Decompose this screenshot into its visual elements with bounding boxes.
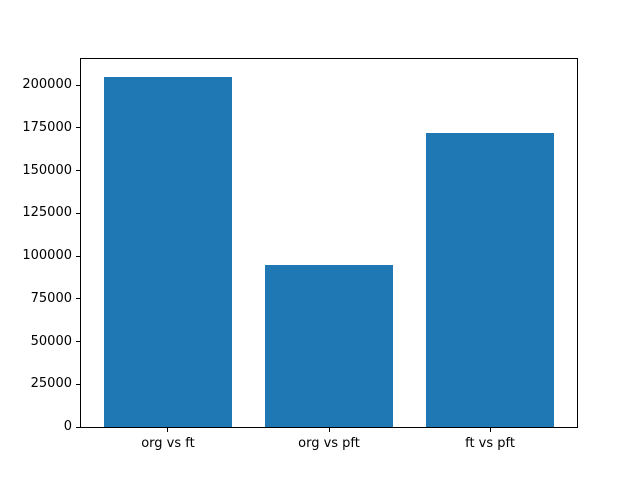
x-axis-tick-label: org vs ft <box>141 436 195 451</box>
y-axis-tick-label: 150000 <box>22 162 72 178</box>
y-axis-tick-mark <box>76 341 80 343</box>
bar-org-vs-ft <box>103 76 233 427</box>
y-axis-tick-label: 50000 <box>30 333 72 349</box>
bar-org-vs-pft <box>264 264 394 427</box>
y-axis-tick-mark <box>76 383 80 385</box>
x-axis-tick-label: ft vs pft <box>465 436 515 451</box>
y-axis-tick-label: 100000 <box>22 248 72 264</box>
plot-area: 0 25000 50000 75000 100000 125000 150000 175000… <box>22 58 578 451</box>
y-axis-tick-mark <box>76 298 80 300</box>
y-axis-tick-label: 200000 <box>22 77 72 93</box>
y-axis-tick-label: 0 <box>63 419 72 434</box>
bar-ft-vs-pft <box>425 132 555 427</box>
y-axis-tick-mark <box>76 127 80 129</box>
y-axis-tick-label: 175000 <box>22 119 72 135</box>
x-axis-tick-mark <box>489 428 491 432</box>
y-axis-tick-mark <box>76 426 80 428</box>
y-axis-tick-mark <box>76 84 80 86</box>
x-axis-tick-label: org vs pft <box>298 436 360 451</box>
y-axis-tick-label: 125000 <box>22 205 72 221</box>
y-axis-tick-mark <box>76 212 80 214</box>
y-axis-tick-mark <box>76 170 80 172</box>
y-axis-tick-label: 25000 <box>30 376 72 392</box>
y-axis-tick-label: 75000 <box>30 290 72 306</box>
x-axis-tick-mark <box>167 428 169 432</box>
x-axis-tick-mark <box>328 428 330 432</box>
y-axis-tick-mark <box>76 255 80 257</box>
